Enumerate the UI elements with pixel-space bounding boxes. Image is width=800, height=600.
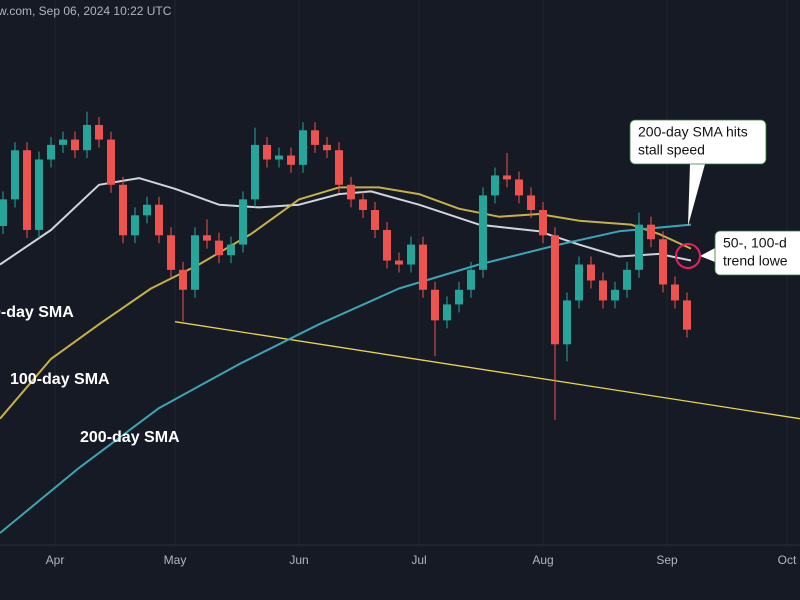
candle-body — [671, 284, 679, 301]
candle-body — [215, 240, 223, 256]
candle-body — [11, 150, 19, 200]
x-tick-label: Jun — [289, 553, 308, 567]
trendline — [174, 321, 800, 420]
callout-text: stall speed — [638, 142, 705, 158]
candle-body — [395, 260, 403, 265]
candle-body — [311, 130, 319, 145]
candle-body — [407, 244, 415, 265]
candle-body — [599, 280, 607, 301]
candle-body — [443, 304, 451, 321]
candle-body — [683, 300, 691, 330]
candle-body — [143, 204, 151, 216]
x-tick-label: May — [164, 553, 187, 567]
candle-body — [587, 264, 595, 281]
candle-body — [491, 175, 499, 196]
candle-body — [635, 224, 643, 270]
candle-body — [71, 139, 79, 151]
candle-body — [611, 289, 619, 301]
candle-body — [431, 289, 439, 321]
candle-body — [275, 155, 283, 160]
candle-body — [623, 269, 631, 290]
candle-body — [419, 244, 427, 290]
candle-body — [35, 159, 43, 230]
candle-body — [359, 199, 367, 211]
candles — [0, 111, 691, 421]
candle-body — [179, 269, 187, 290]
candle-body — [95, 124, 103, 140]
candle-body — [323, 144, 331, 151]
candle-body — [263, 144, 271, 160]
x-tick-label: Apr — [46, 553, 65, 567]
sma-label: 200-day SMA — [80, 429, 180, 446]
candle-body — [227, 244, 235, 256]
sma-line — [0, 186, 692, 420]
callout-pointer — [688, 164, 705, 226]
candle-body — [167, 235, 175, 270]
callout-text: trend lowe — [723, 253, 788, 269]
candle-body — [659, 239, 667, 285]
candle-body — [503, 175, 511, 180]
x-tick-label: Oct — [778, 553, 797, 567]
candle-body — [647, 224, 655, 240]
candle-body — [527, 195, 535, 211]
candle-body — [539, 210, 547, 236]
candle-body — [455, 289, 463, 305]
candle-body — [479, 195, 487, 270]
candle-body — [575, 264, 583, 301]
sma-lines — [0, 177, 800, 534]
callout-box — [629, 119, 767, 165]
x-tick-label: Jul — [411, 553, 426, 567]
candle-body — [83, 124, 91, 151]
callout-text: 200-day SMA hits — [638, 124, 748, 140]
candle-body — [155, 204, 163, 236]
sma-line — [0, 223, 692, 534]
candle-body — [59, 139, 67, 145]
candle-body — [203, 235, 211, 241]
candle-body — [347, 184, 355, 200]
candle-body — [515, 179, 523, 196]
candle-body — [467, 269, 475, 290]
sma-label: 0-day SMA — [0, 304, 74, 321]
callout-pointer — [700, 248, 715, 262]
candle-body — [299, 130, 307, 165]
candle-body — [383, 229, 391, 261]
candle-body — [23, 150, 31, 230]
candle-body — [107, 139, 115, 185]
candle-body — [551, 235, 559, 345]
candle-body — [47, 144, 55, 160]
highlight-circle — [675, 243, 701, 269]
x-tick-label: Sep — [656, 553, 678, 567]
candle-body — [563, 300, 571, 345]
candle-body — [191, 235, 199, 290]
callout-text: 50-, 100-d — [723, 235, 787, 251]
sma-label: 100-day SMA — [10, 371, 110, 388]
candle-body — [371, 210, 379, 230]
candle-body — [287, 155, 295, 165]
candle-body — [239, 199, 247, 245]
x-tick-label: Aug — [532, 553, 553, 567]
candle-body — [251, 144, 259, 200]
candle-body — [119, 184, 127, 236]
labels: Apr May Jun Jul Aug Sep Oct 0-day SMA 100-day SM… — [0, 119, 800, 567]
candle-body — [0, 199, 7, 226]
header-text: w.com, Sep 06, 2024 10:22 UTC — [0, 4, 172, 18]
candle-body — [131, 215, 139, 236]
candle-body — [335, 150, 343, 185]
sma-line — [0, 177, 692, 266]
callout-box — [714, 230, 800, 276]
